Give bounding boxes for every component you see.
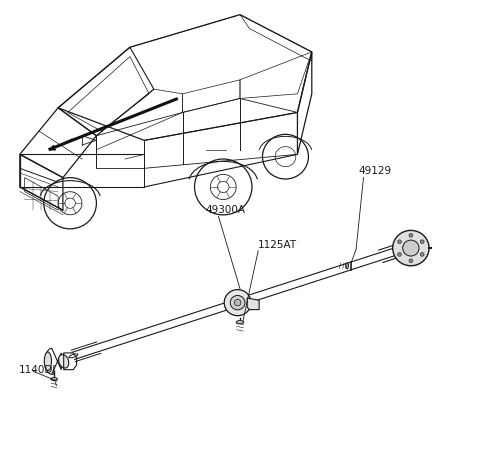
Circle shape [393,230,429,266]
Ellipse shape [59,354,69,368]
Circle shape [397,253,401,256]
Circle shape [230,296,245,310]
Circle shape [420,240,424,244]
Ellipse shape [44,352,51,371]
Circle shape [409,234,413,237]
Circle shape [409,259,413,262]
Circle shape [234,299,241,306]
Text: 49300A: 49300A [205,205,246,215]
Text: 49129: 49129 [359,166,392,176]
Circle shape [397,240,401,244]
Circle shape [420,253,424,256]
Ellipse shape [236,320,244,324]
Ellipse shape [346,263,348,269]
Ellipse shape [51,378,58,381]
Circle shape [224,290,251,316]
Circle shape [403,240,419,256]
Text: 1140DJ: 1140DJ [19,365,56,375]
Polygon shape [247,298,259,310]
Text: 1125AT: 1125AT [258,240,297,250]
